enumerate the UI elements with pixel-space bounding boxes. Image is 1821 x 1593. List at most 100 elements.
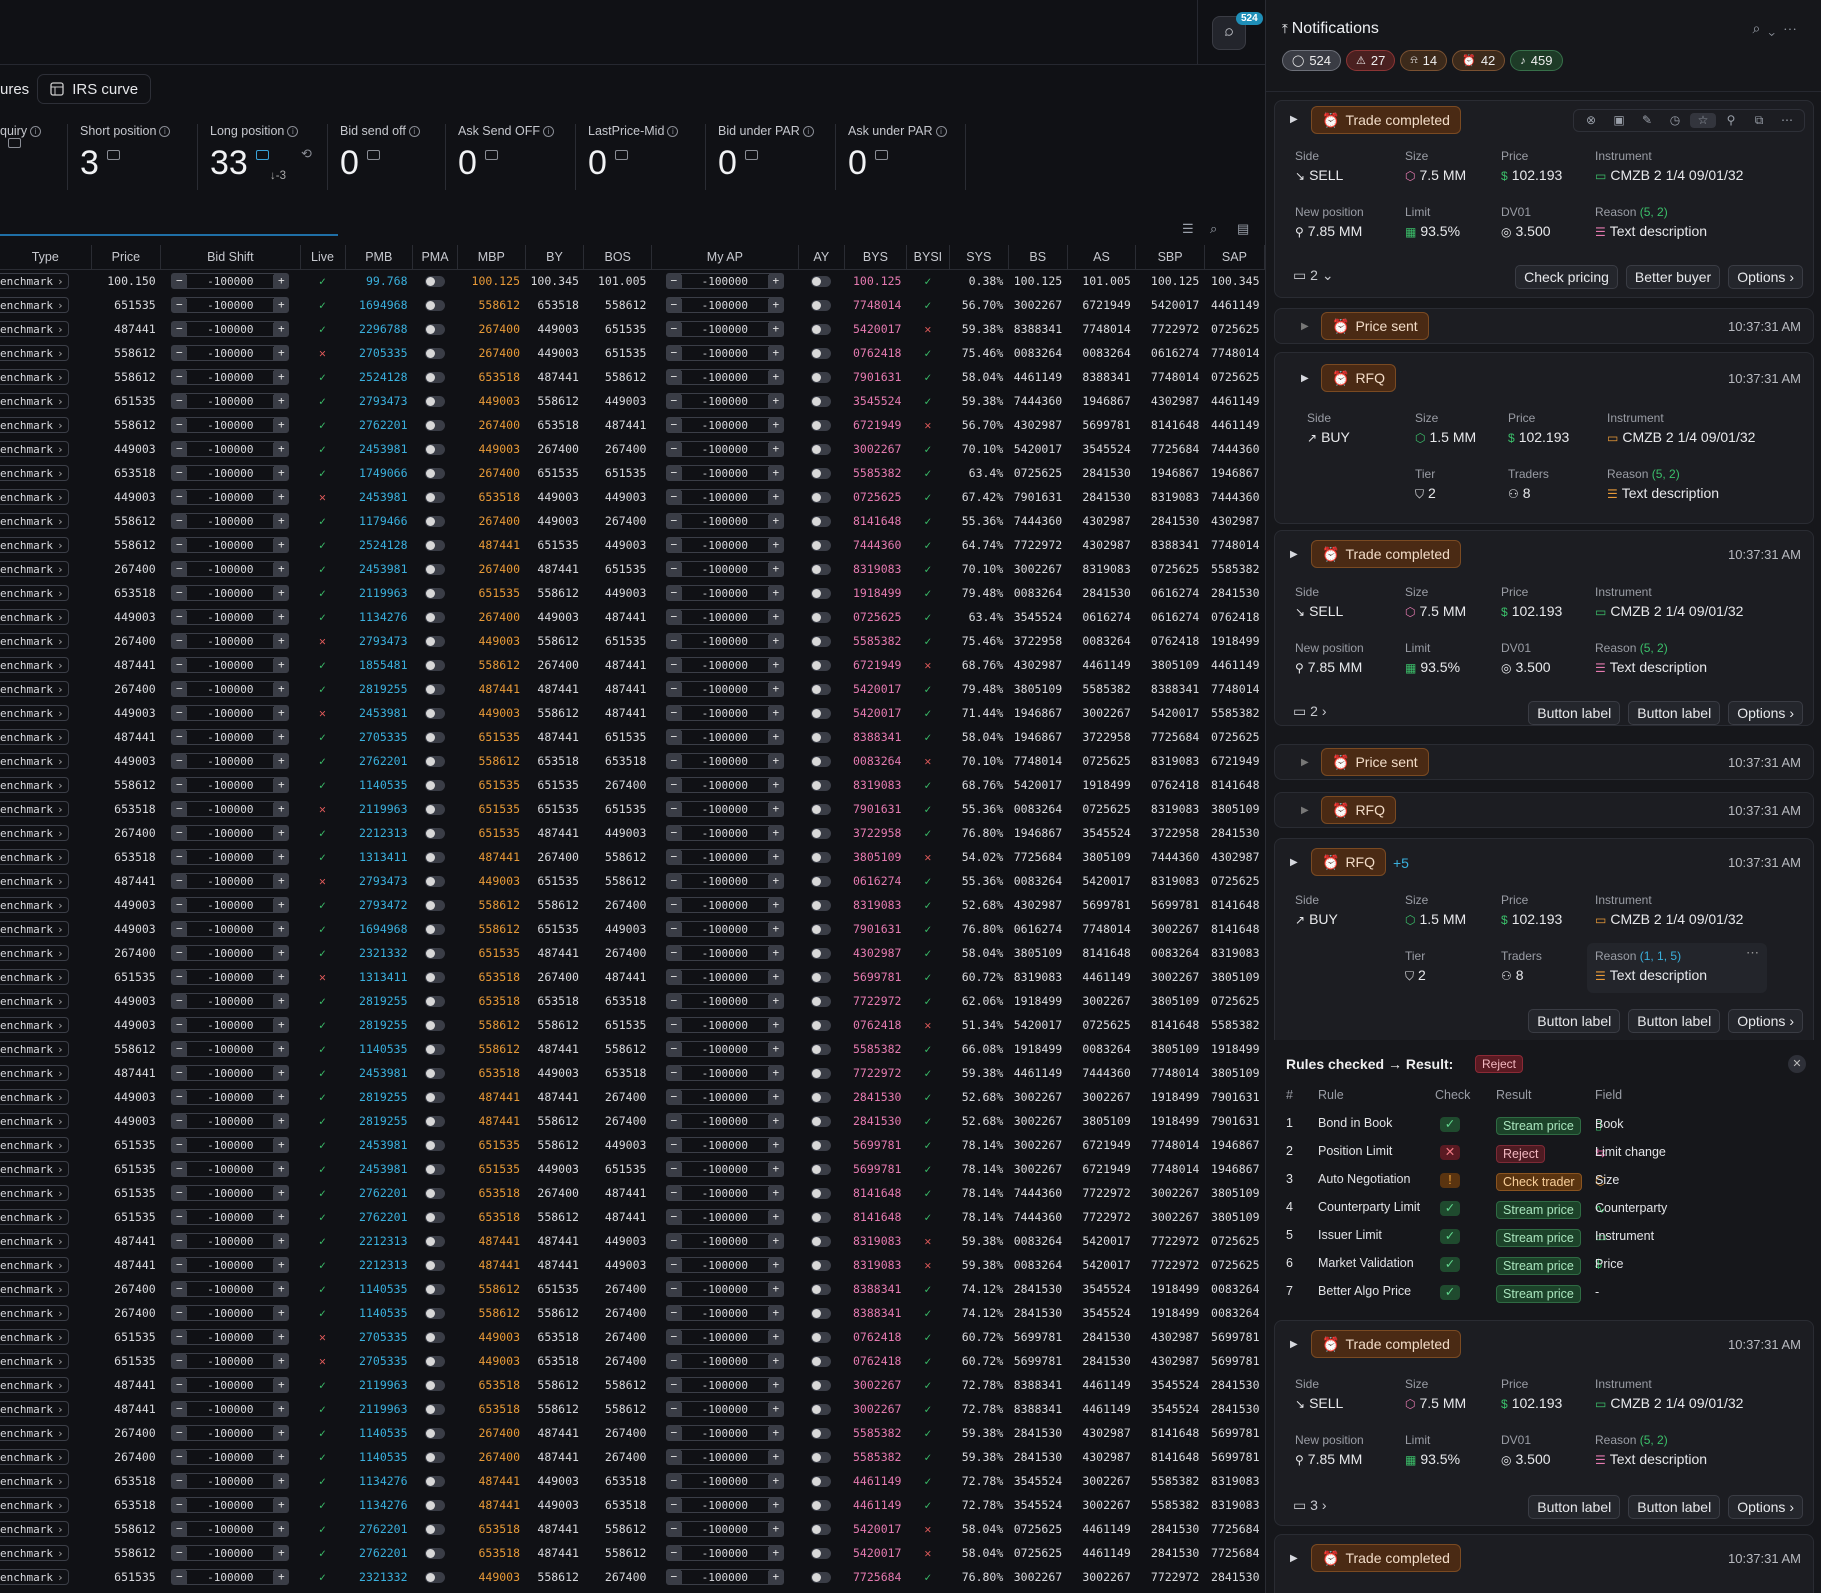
my-ap-stepper[interactable]: − -100000 + bbox=[665, 1377, 784, 1393]
plus-button[interactable]: + bbox=[274, 994, 289, 1008]
table-row[interactable]: enchmark › 449003− -100000 + ✓ 2819255 653518 65… bbox=[0, 989, 1265, 1013]
type-cell[interactable]: enchmark › bbox=[0, 1565, 91, 1589]
pma-toggle[interactable] bbox=[425, 1020, 446, 1031]
plus-button[interactable]: + bbox=[768, 1474, 783, 1488]
info-icon[interactable]: i bbox=[287, 126, 299, 137]
minus-button[interactable]: − bbox=[172, 442, 187, 456]
plus-button[interactable]: + bbox=[274, 874, 289, 888]
plus-button[interactable]: + bbox=[768, 1450, 783, 1464]
minus-button[interactable]: − bbox=[172, 922, 187, 936]
plus-button[interactable]: + bbox=[768, 1402, 783, 1416]
plus-button[interactable]: + bbox=[768, 1186, 783, 1200]
bid-shift-stepper[interactable]: − -100000 + bbox=[171, 1257, 290, 1273]
plus-button[interactable]: + bbox=[274, 298, 289, 312]
plus-button[interactable]: + bbox=[768, 1258, 783, 1272]
expand-icon[interactable]: ▶ bbox=[1290, 1339, 1298, 1350]
stepper-value[interactable]: -100000 bbox=[680, 874, 769, 888]
plus-button[interactable]: + bbox=[768, 346, 783, 360]
plus-button[interactable]: + bbox=[768, 994, 783, 1008]
bid-shift-stepper[interactable]: − -100000 + bbox=[171, 993, 290, 1009]
bid-shift-stepper[interactable]: − -100000 + bbox=[171, 1185, 290, 1201]
close-icon[interactable]: ✕ bbox=[1788, 1055, 1806, 1073]
pma-toggle[interactable] bbox=[425, 420, 446, 431]
bid-shift-stepper[interactable]: − -100000 + bbox=[171, 345, 290, 361]
ay-toggle[interactable] bbox=[811, 1092, 832, 1103]
plus-button[interactable]: + bbox=[768, 898, 783, 912]
minus-button[interactable]: − bbox=[666, 706, 681, 720]
plus-button[interactable]: + bbox=[274, 730, 289, 744]
minus-button[interactable]: − bbox=[172, 1522, 187, 1536]
edit-icon[interactable]: ✎ bbox=[1641, 113, 1653, 127]
table-row[interactable]: enchmark › 653518− -100000 + ✓ 1313411 487441 26… bbox=[0, 845, 1265, 869]
minus-button[interactable]: − bbox=[172, 586, 187, 600]
type-cell[interactable]: enchmark › bbox=[0, 1205, 91, 1229]
stepper-value[interactable]: -100000 bbox=[680, 1426, 769, 1440]
stepper-value[interactable]: -100000 bbox=[680, 1546, 769, 1560]
my-ap-stepper[interactable]: − -100000 + bbox=[665, 1401, 784, 1417]
minus-button[interactable]: − bbox=[666, 658, 681, 672]
type-cell[interactable]: enchmark › bbox=[0, 1013, 91, 1037]
rule-row[interactable]: 6 Market Validation ✓ Stream price $ Price bbox=[1274, 1250, 1814, 1278]
minus-button[interactable]: − bbox=[172, 514, 187, 528]
minus-button[interactable]: − bbox=[172, 754, 187, 768]
type-cell[interactable]: enchmark › bbox=[0, 869, 91, 893]
minus-button[interactable]: − bbox=[172, 610, 187, 624]
minus-button[interactable]: − bbox=[666, 346, 681, 360]
minus-button[interactable]: − bbox=[172, 1090, 187, 1104]
table-row[interactable]: enchmark › 487441− -100000 + ✓ 2212313 487441 48… bbox=[0, 1253, 1265, 1277]
plus-button[interactable]: + bbox=[768, 826, 783, 840]
type-cell[interactable]: enchmark › bbox=[0, 1325, 91, 1349]
bid-shift-stepper[interactable]: − -100000 + bbox=[171, 465, 290, 481]
stepper-value[interactable]: -100000 bbox=[186, 1186, 275, 1200]
filter-chip-4[interactable]: ♪ 459 bbox=[1510, 50, 1563, 71]
stepper-value[interactable]: -100000 bbox=[680, 322, 769, 336]
stepper-value[interactable]: -100000 bbox=[186, 754, 275, 768]
bid-shift-stepper[interactable]: − -100000 + bbox=[171, 1065, 290, 1081]
plus-button[interactable]: + bbox=[768, 1114, 783, 1128]
stepper-value[interactable]: -100000 bbox=[680, 1138, 769, 1152]
minus-button[interactable]: − bbox=[172, 1162, 187, 1176]
plus-button[interactable]: + bbox=[768, 1138, 783, 1152]
plus-button[interactable]: + bbox=[274, 1138, 289, 1152]
plus-button[interactable]: + bbox=[274, 1474, 289, 1488]
ay-toggle[interactable] bbox=[811, 1188, 832, 1199]
minus-button[interactable]: − bbox=[172, 1570, 187, 1584]
stepper-value[interactable]: -100000 bbox=[186, 1234, 275, 1248]
expand-icon[interactable]: ▶ bbox=[1301, 805, 1309, 816]
my-ap-stepper[interactable]: − -100000 + bbox=[665, 1257, 784, 1273]
table-row[interactable]: enchmark › 267400− -100000 + ✓ 2453981 267400 48… bbox=[0, 557, 1265, 581]
plus-button[interactable]: + bbox=[274, 634, 289, 648]
minus-button[interactable]: − bbox=[666, 1474, 681, 1488]
my-ap-stepper[interactable]: − -100000 + bbox=[665, 1041, 784, 1057]
type-cell[interactable]: enchmark › bbox=[0, 653, 91, 677]
table-row[interactable]: enchmark › 449003− -100000 + ✓ 2819255 558612 55… bbox=[0, 1013, 1265, 1037]
bid-shift-stepper[interactable]: − -100000 + bbox=[171, 729, 290, 745]
stepper-value[interactable]: -100000 bbox=[680, 1042, 769, 1056]
table-row[interactable]: enchmark › 267400− -100000 + ✓ 1140535 558612 65… bbox=[0, 1277, 1265, 1301]
thread-count[interactable]: ▭ 3 › bbox=[1293, 1497, 1326, 1514]
plus-button[interactable]: + bbox=[768, 778, 783, 792]
my-ap-stepper[interactable]: − -100000 + bbox=[665, 585, 784, 601]
minus-button[interactable]: − bbox=[172, 1258, 187, 1272]
filter-chip-0[interactable]: ◯ 524 bbox=[1282, 50, 1342, 71]
type-cell[interactable]: enchmark › bbox=[0, 773, 91, 797]
my-ap-stepper[interactable]: − -100000 + bbox=[665, 633, 784, 649]
my-ap-stepper[interactable]: − -100000 + bbox=[665, 297, 784, 313]
type-cell[interactable]: enchmark › bbox=[0, 1133, 91, 1157]
minus-button[interactable]: − bbox=[172, 418, 187, 432]
options-button[interactable]: Options › bbox=[1728, 265, 1803, 289]
minus-button[interactable]: − bbox=[172, 802, 187, 816]
minus-button[interactable]: − bbox=[172, 1354, 187, 1368]
plus-button[interactable]: + bbox=[768, 874, 783, 888]
stepper-value[interactable]: -100000 bbox=[186, 370, 275, 384]
type-cell[interactable]: enchmark › bbox=[0, 1301, 91, 1325]
col-header-sys[interactable]: SYS bbox=[949, 245, 1009, 270]
camera-icon[interactable] bbox=[484, 150, 498, 160]
ay-toggle[interactable] bbox=[811, 1212, 832, 1223]
plus-button[interactable]: + bbox=[274, 946, 289, 960]
type-cell[interactable]: enchmark › bbox=[0, 1445, 91, 1469]
ay-toggle[interactable] bbox=[811, 948, 832, 959]
plus-button[interactable]: + bbox=[274, 1498, 289, 1512]
ay-toggle[interactable] bbox=[811, 1572, 832, 1583]
plus-button[interactable]: + bbox=[768, 610, 783, 624]
